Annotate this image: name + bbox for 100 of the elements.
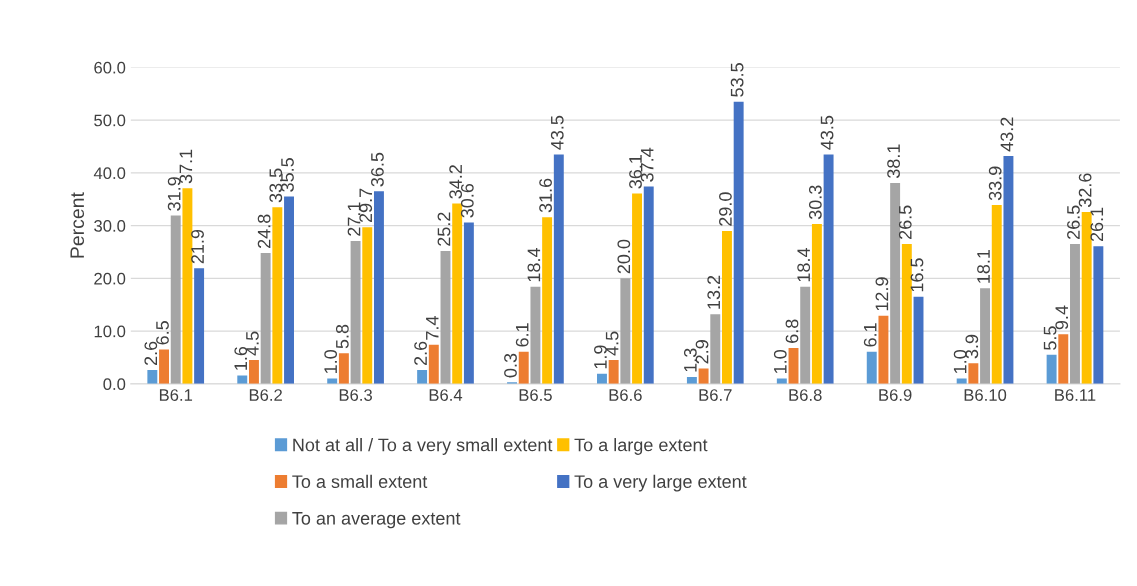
data-label: 1.9 [594,345,607,369]
bar [463,222,474,384]
bar [823,154,834,384]
y-tick-label: 50.0 [94,114,126,127]
data-label: 43.5 [550,115,564,150]
bar [811,224,822,384]
bar [991,205,1002,384]
data-label: 43.2 [1000,117,1014,152]
bar [284,196,294,384]
x-tick-label: B6.7 [699,389,732,401]
data-label: 7.4 [426,316,439,340]
bar [800,286,811,384]
bar [260,253,271,384]
bar [1046,354,1057,384]
y-axis-title: Percent [70,192,85,258]
y-tick-label: 40.0 [93,167,126,180]
data-label: 6.1 [863,323,877,347]
data-label: 6.8 [785,319,799,343]
bar [159,349,169,384]
bar [608,360,619,384]
data-label: 1.6 [234,346,248,370]
y-tick-label: 0.0 [103,378,126,391]
data-label: 35.5 [281,158,294,192]
bar [980,288,991,384]
bar [518,351,529,384]
bar [620,278,631,384]
bar [194,268,205,384]
data-label: 26.5 [898,205,912,239]
bar [901,244,912,384]
data-label: 6.5 [156,321,169,345]
bar [1058,334,1069,384]
x-tick-label: B6.9 [879,389,912,401]
bar [553,154,564,384]
bar [147,370,158,384]
data-label: 5.8 [335,324,349,349]
bar [722,230,732,384]
x-tick-label: B6.3 [339,389,372,401]
bar [530,286,541,384]
data-label: 33.5 [269,168,283,203]
data-label: 9.4 [1055,305,1069,330]
data-label: 31.9 [167,177,181,211]
data-label: 24.8 [257,214,271,248]
bar [1003,155,1014,384]
x-tick-label: B6.5 [519,389,552,401]
data-label: 32.6 [1078,173,1092,208]
bar [373,191,384,384]
y-tick-label: 10.0 [94,325,126,338]
x-tick-label: B6.6 [609,389,642,401]
data-label: 30.3 [808,185,822,220]
data-label: 13.2 [707,275,721,309]
bar [643,186,654,384]
x-tick-label: B6.2 [249,389,282,401]
legend-label: To a small extent [292,474,428,489]
bar [698,368,709,384]
data-label: 27.1 [347,202,361,236]
data-label: 29.7 [359,188,373,223]
data-label: 33.9 [988,166,1002,201]
data-label: 12.9 [875,277,889,311]
data-label: 34.2 [449,165,463,199]
data-label: 2.6 [144,341,158,366]
legend-label: To a large extent [574,438,708,455]
data-label: 43.5 [820,115,834,150]
bar [597,373,607,384]
data-label: 16.5 [910,258,924,292]
data-label: 18.4 [527,248,541,282]
data-label: 18.1 [977,249,990,283]
bar [632,193,643,384]
bar [1081,211,1092,384]
data-label: 26.5 [1067,205,1080,239]
data-label: 30.6 [460,183,474,218]
bar [350,240,361,384]
bar [710,314,721,384]
x-tick-label: B6.1 [159,389,193,401]
data-label: 4.5 [246,331,259,356]
bar [733,101,744,384]
data-label: 1.3 [683,348,697,372]
bar [878,315,889,384]
data-label: 4.5 [605,331,619,356]
x-tick-label: B6.11 [1055,389,1096,401]
y-tick-label: 30.0 [94,220,126,232]
data-label: 0.3 [504,353,517,378]
data-label: 37.4 [640,147,654,182]
data-label: 21.9 [191,229,204,264]
legend-label: To a very large extent [574,474,747,492]
data-label: 1.0 [773,350,787,374]
bar [417,370,428,384]
bar [248,360,259,384]
data-label: 2.6 [414,341,427,366]
data-label: 38.1 [887,144,900,179]
data-label: 36.1 [629,155,642,189]
data-label: 18.4 [797,248,811,282]
bar [890,182,901,384]
data-label: 26.1 [1090,207,1104,242]
data-label: 2.9 [695,340,709,364]
bar [440,250,451,384]
data-label: 3.9 [965,334,979,359]
bar [237,375,248,384]
x-tick-label: B6.10 [964,389,1007,401]
y-tick-label: 60.0 [94,61,126,74]
x-tick-label: B6.8 [789,389,822,401]
